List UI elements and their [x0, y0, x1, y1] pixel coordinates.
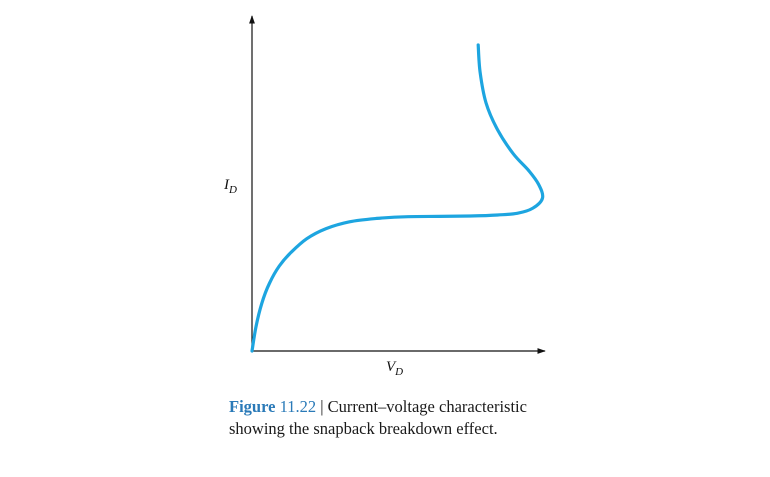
series-line-iv-curve	[250, 43, 545, 353]
y-axis-label: ID	[223, 177, 237, 196]
caption-separator: |	[316, 397, 328, 416]
x-axis-label: VD	[386, 359, 403, 378]
figure-number: Figure 11.22	[229, 397, 317, 416]
caption-text: Current–voltage characteristic showing t…	[229, 397, 527, 438]
figure-caption: Figure 11.22 | Current–voltage character…	[229, 396, 549, 440]
